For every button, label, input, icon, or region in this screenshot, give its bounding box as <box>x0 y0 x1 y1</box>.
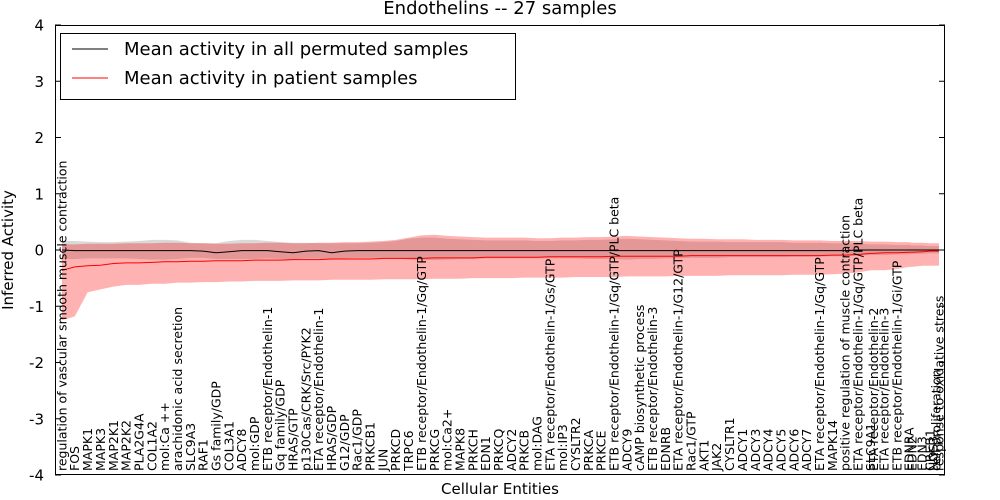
x-tick-label: ETB receptor/Endothelin-3 <box>645 307 660 471</box>
x-tick-label: PRKCB <box>517 430 532 471</box>
x-axis-label: Cellular Entities <box>441 480 559 498</box>
x-tick-labels: regulation of vascular smooth muscle con… <box>54 161 946 472</box>
y-tick-label: -1 <box>29 298 44 316</box>
x-tick-label: Rac1/GDP <box>350 409 365 471</box>
x-tick-label: ADCY7 <box>799 429 814 471</box>
x-tick-label: EDNRA <box>902 427 917 471</box>
x-tick-label: ADCY9 <box>619 429 634 471</box>
legend-label-permuted: Mean activity in all permuted samples <box>124 39 468 60</box>
x-tick-label: COL3A1 <box>221 421 236 471</box>
x-tick-label: PRKCE <box>594 431 609 471</box>
y-tick-label: 3 <box>34 73 44 91</box>
series-lines <box>61 249 939 271</box>
x-tick-label: PRKCG <box>427 429 442 471</box>
x-tick-label: EDN1 <box>478 436 493 471</box>
x-tick-label: HRAS/GDP <box>324 405 339 471</box>
x-tick-label: PRKCQ <box>491 429 506 471</box>
x-tick-label: regulation of vascular smooth muscle con… <box>54 161 69 471</box>
x-tick-label: EDN2 <box>904 436 919 471</box>
x-tick-label: PRKCH <box>465 429 480 471</box>
y-tick-label: -3 <box>29 410 44 428</box>
y-tick-label: 0 <box>34 242 44 260</box>
x-tick-label: cell proliferation <box>928 369 943 471</box>
x-tick-label: arachidonic acid secretion <box>170 307 185 471</box>
patient-mean-line <box>61 250 939 271</box>
x-tick-label: mol:IP3 <box>555 424 570 471</box>
x-tick-label: MAPK14 <box>825 420 840 471</box>
x-tick-label: ADCY2 <box>504 429 519 471</box>
x-tick-label: RAF1 <box>196 439 211 471</box>
x-tick-label: ETA receptor/Endothelin-1/Gs/GTP <box>542 258 557 471</box>
x-tick-label: MAP2K1 <box>106 420 121 471</box>
x-tick-label: EDNRB <box>658 427 673 471</box>
x-tick-label: ETA receptor/Endothelin-1/Gq/GTP <box>812 257 827 471</box>
x-tick-label: mol:Ca ++ <box>157 402 172 471</box>
x-tick-label: PRKCD <box>388 429 403 471</box>
x-tick-label: CYSLTR2 <box>568 417 583 471</box>
legend: Mean activity in all permuted samples Me… <box>60 33 516 100</box>
x-tick-label: SLC9A3 <box>183 423 198 471</box>
x-tick-label: ADCY5 <box>773 429 788 471</box>
x-tick-label: ETB receptor/Endothelin-1/Gq/GTP <box>414 256 429 471</box>
x-tick-label: HRAS/GTP <box>285 408 300 471</box>
y-tick-label: 1 <box>34 185 44 203</box>
patient-band <box>62 234 939 321</box>
y-axis-ticks: 4 3 2 1 0 -1 -2 -3 -4 <box>29 17 945 485</box>
x-tick-label: Rac1/GTP <box>684 411 699 471</box>
x-tick-label: mol:Ca2+ <box>440 409 455 471</box>
x-tick-label: MAP2K2 <box>119 420 134 471</box>
x-tick-label: TRPC6 <box>401 430 416 472</box>
y-axis-label: Inferred Activity <box>0 190 17 310</box>
y-tick-label: 4 <box>34 17 44 35</box>
x-tick-label: PLA2G4A <box>131 413 146 471</box>
y-tick-label: -2 <box>29 354 44 372</box>
x-tick-label: cAMP biosynthetic process <box>632 305 647 471</box>
x-tick-label: ETB receptor/Endothelin-1/Gi/GTP <box>889 260 904 471</box>
x-tick-label: Gs family/GDP <box>208 381 223 471</box>
x-tick-label: ETA receptor/Endothelin-1 <box>311 308 326 471</box>
x-tick-label: p130Cas/CRK/Src/PYK2 <box>298 327 313 471</box>
x-tick-label: JUN <box>375 449 390 472</box>
x-tick-label: ETA receptor/Endothelin-2 <box>866 308 881 471</box>
x-tick-label: COL1A2 <box>144 421 159 471</box>
x-tick-label: mol:GDP <box>247 416 262 471</box>
x-tick-label: mol:DAG <box>529 416 544 471</box>
x-tick-label: EDN3 <box>915 436 930 471</box>
x-tick-label: ADCY6 <box>786 429 801 471</box>
y-tick-label: -4 <box>29 467 44 485</box>
x-tick-label: PRKCB1 <box>363 422 378 471</box>
x-tick-label: Gq family/GDP <box>273 379 288 471</box>
x-tick-label: ETB receptor/Endothelin-1 <box>260 307 275 471</box>
chart-title: Endothelins -- 27 samples <box>383 0 616 19</box>
y-tick-label: 2 <box>34 129 44 147</box>
x-tick-label: ADCY4 <box>761 429 776 471</box>
x-tick-label: ADCY1 <box>735 429 750 471</box>
x-tick-label: SLC9A1 <box>863 423 878 471</box>
x-tick-label: PRKCA <box>581 430 596 471</box>
x-tick-label: AKT1 <box>696 440 711 471</box>
x-tick-label: G12/GDP <box>337 414 352 471</box>
x-tick-label: MAPK1 <box>80 428 95 471</box>
x-tick-label: ADCY8 <box>234 429 249 471</box>
x-tick-label: ADCY3 <box>748 429 763 471</box>
x-tick-label: positive regulation of muscle contractio… <box>838 215 853 471</box>
legend-box <box>60 33 516 100</box>
permuted-mean-line <box>61 249 939 254</box>
x-tick-label: ETA receptor/Endothelin-1/G12/GTP <box>671 249 686 471</box>
permuted-band <box>62 237 939 261</box>
confidence-bands <box>62 234 939 321</box>
x-tick-label: ETB receptor/Endothelin-1/Gq/GTP/PLC bet… <box>606 197 621 471</box>
x-tick-label: FOS <box>67 446 82 471</box>
x-tick-label: JAK2 <box>709 443 724 472</box>
x-tick-label: CYSLTR1 <box>722 417 737 471</box>
x-tick-label: response to oxidative stress <box>931 296 946 471</box>
x-tick-label: MAPK8 <box>452 428 467 471</box>
x-tick-label: ETA receptor/Endothelin-3 <box>877 308 892 471</box>
x-tick-label: MAPK3 <box>93 428 108 471</box>
x-tick-label: CREB1 <box>922 429 937 471</box>
legend-label-patient: Mean activity in patient samples <box>124 68 418 89</box>
x-tick-label: ETA receptor/Endothelin-1/Gq/GTP/PLC bet… <box>850 198 865 471</box>
x-tick-label: NOS3 <box>925 436 940 471</box>
